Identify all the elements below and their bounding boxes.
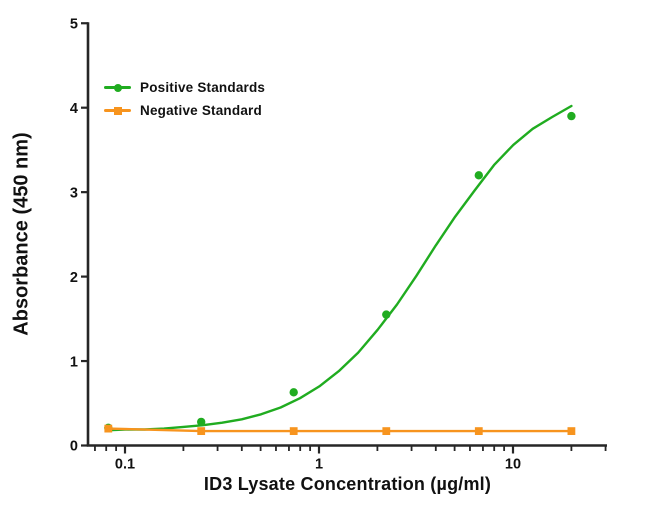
negative-data-point [289,427,298,435]
y-tick-label: 3 [70,185,78,201]
negative-data-point [197,427,206,435]
positive-data-point [474,171,483,180]
positive-data-point [382,310,391,319]
x-tick-label: 0.1 [115,457,135,473]
positive-data-point [289,388,298,397]
legend-item-negative-standard: Negative Standard [104,99,265,122]
positive-series-curve [105,104,573,432]
negative-standard-swatch [104,106,131,115]
legend: Positive Standards Negative Standard [104,76,265,122]
negative-data-point [104,424,113,433]
y-tick-label: 5 [70,16,78,32]
x-tick-label: 10 [505,457,521,473]
negative-series-curve [107,427,573,433]
x-tick-label: 1 [315,457,323,473]
legend-label-positive: Positive Standards [140,80,266,95]
negative-data-point [474,427,483,435]
negative-data-point [567,427,576,435]
legend-item-positive-standards: Positive Standards [104,76,265,99]
negative-square-marker-icon [114,107,122,115]
y-tick-label: 2 [70,270,78,286]
positive-circle-marker-icon [114,84,122,92]
negative-data-point [382,427,391,435]
y-axis-title: Absorbance (450 nm) [10,132,33,336]
positive-data-point [197,417,206,427]
y-tick-label: 1 [70,354,78,370]
positive-data-point [567,111,576,121]
y-tick-label: 0 [70,439,78,455]
legend-label-negative: Negative Standard [140,103,262,118]
y-tick-label: 4 [70,101,78,117]
positive-standards-swatch [104,83,131,92]
x-axis-title: ID3 Lysate Concentration (µg/ml) [203,474,492,494]
